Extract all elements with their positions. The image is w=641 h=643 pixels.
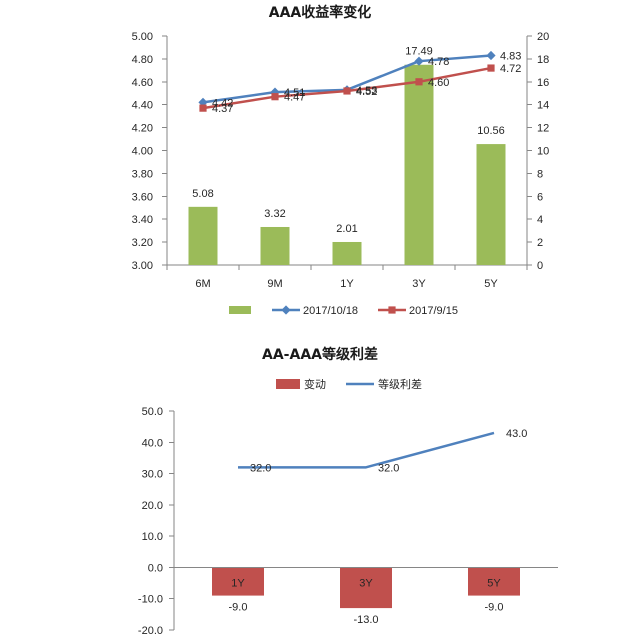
spread-line [238,431,495,469]
x-category-label-3y: 3Y [412,278,426,290]
change-bar-3y [340,567,392,609]
yield-bar-3y [404,64,434,265]
left-y-tick-label: 4.60 [132,77,153,89]
spread-value-label-3y: 32.0 [378,462,399,474]
change-bar-1y [212,567,264,596]
legend-label-change: 变动 [304,377,326,391]
right-y-tick-label: 20 [537,31,549,43]
yield-bar-5y [476,144,506,265]
series-value-label-2017-10-18-6m: 4.42 [212,97,233,109]
series-point-2017-9-15-6m [199,104,207,112]
series-point-2017-10-18-5y [486,50,496,61]
right-y-tick-label: 0 [537,260,543,272]
series-value-label-2017-10-18-9m: 4.51 [284,87,305,99]
x-category-label-5y: 5Y [487,577,501,589]
x-category-label-6m: 6M [195,278,210,290]
yield-bar-value-label-5y: 10.56 [477,125,505,137]
left-y-tick-label: 3.00 [132,260,153,272]
right-y-tick-label: 14 [537,100,549,112]
series-value-label-2017-9-15-3y: 4.60 [428,77,449,89]
series-value-label-2017-9-15-9m: 4.47 [284,92,305,104]
series-point-2017-9-15-9m [271,93,279,101]
spread-value-label-1y: 32.0 [250,462,271,474]
yield-bar-value-label-6m: 5.08 [192,188,213,200]
legend-label-2017-10-18: 2017/10/18 [303,305,358,317]
yield-bar-6m [188,206,218,265]
legend-label-spread: 等级利差 [378,377,422,391]
legend-label-2017-9-15: 2017/9/15 [409,305,458,317]
left-y-tick-label: 3.80 [132,168,153,180]
series-value-label-2017-9-15-5y: 4.72 [500,63,521,75]
right-y-tick-label: 4 [537,214,543,226]
left-y-tick-label: 3.20 [132,237,153,249]
series-value-label-2017-10-18-3y: 4.78 [428,56,449,68]
series-point-2017-9-15-3y [415,78,423,86]
spread-chart-title: AA-AAA等级利差 [262,346,378,363]
series-value-label-2017-9-15-6m: 4.37 [212,103,233,115]
y-tick-label: 20.0 [142,500,163,512]
yield-bar-value-label-9m: 3.32 [264,208,285,220]
aa-aaa-spread-chart: AA-AAA等级利差 变动 等级利差 -20.0 -10.0 0.0 10.0 20.0 30… [138,346,558,637]
series-point-2017-9-15-1y [343,87,351,95]
left-y-tick-label: 3.40 [132,214,153,226]
y-tick-label: 0.0 [148,562,163,574]
right-y-tick-label: 6 [537,191,543,203]
right-y-tick-label: 10 [537,146,549,158]
y-tick-label: 40.0 [142,437,163,449]
spread-value-label-5y: 43.0 [506,428,527,440]
yield-bar-value-label-3y: 17.49 [405,46,433,58]
series-point-2017-9-15-5y [487,64,495,72]
left-y-tick-label: 4.00 [132,146,153,158]
yield-bar-1y [332,241,362,265]
left-y-tick-label: 4.80 [132,54,153,66]
y-tick-label: -10.0 [138,594,163,606]
change-bar-value-label-5y: -9.0 [485,602,504,614]
yield-bar-value-label-1y: 2.01 [336,223,357,235]
aaa-yield-chart-title: AAA收益率变化 [269,4,372,21]
change-bar-5y [468,567,520,596]
y-tick-label: -20.0 [138,625,163,637]
series-point-2017-10-18-3y [414,56,424,66]
legend-marker-2017-10-18 [281,305,291,315]
y-tick-label: 30.0 [142,469,163,481]
legend-swatch-bar-series [229,306,251,314]
yield-bar-9m [260,226,290,265]
right-y-tick-label: 12 [537,123,549,135]
right-y-tick-label: 8 [537,168,543,180]
x-category-label-3y: 3Y [359,577,373,589]
legend-marker-2017-9-15 [388,306,396,314]
change-bar-value-label-3y: -13.0 [353,614,378,626]
x-category-label-9m: 9M [267,278,282,290]
right-y-tick-label: 18 [537,54,549,66]
series-value-label-2017-9-15-1y: 4.52 [356,86,377,98]
aaa-yield-change-chart: AAA收益率变化 3.00 3.20 3.40 3.60 3.80 4.00 4.20 4.4… [132,4,550,317]
left-y-tick-label: 4.40 [132,100,153,112]
x-category-label-1y: 1Y [340,278,354,290]
y-tick-label: 10.0 [142,531,163,543]
change-bar-value-label-1y: -9.0 [229,602,248,614]
x-category-label-5y: 5Y [484,278,498,290]
left-y-tick-label: 5.00 [132,31,153,43]
left-y-tick-label: 4.20 [132,123,153,135]
left-y-tick-label: 3.60 [132,191,153,203]
x-category-label-1y: 1Y [231,577,245,589]
y-tick-label: 50.0 [142,406,163,418]
legend-swatch-change [276,379,300,389]
right-y-tick-label: 2 [537,237,543,249]
series-value-label-2017-10-18-1y: 4.53 [356,85,377,97]
right-y-tick-label: 16 [537,77,549,89]
series-value-label-2017-10-18-5y: 4.83 [500,50,521,62]
